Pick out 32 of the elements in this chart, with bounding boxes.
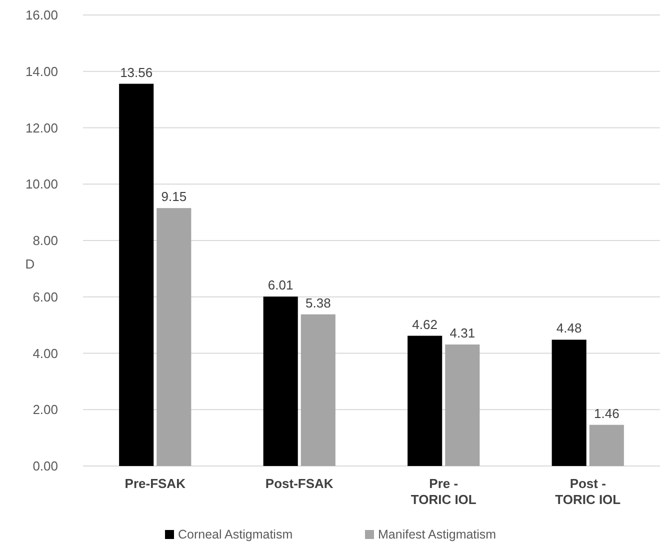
x-tick-label: Pre-FSAK [124, 476, 186, 491]
y-axis-title: D [25, 256, 35, 272]
x-tick-label: Post - TORIC IOL [555, 476, 621, 507]
y-tick-label: 6.00 [32, 289, 58, 304]
bar [408, 336, 442, 466]
y-tick-label: 8.00 [32, 233, 58, 248]
data-label: 4.31 [450, 326, 476, 341]
y-tick-label: 0.00 [32, 458, 58, 474]
y-tick-label: 14.00 [25, 64, 58, 79]
x-tick-label: Post-FSAK [265, 476, 334, 491]
data-label: 6.01 [268, 278, 294, 293]
y-tick-label: 16.00 [25, 8, 58, 23]
data-label: 4.48 [556, 320, 582, 336]
legend-label: Manifest Astigmatism [378, 528, 496, 542]
bar [263, 296, 298, 466]
data-label: 13.56 [120, 64, 153, 80]
data-label: 4.62 [412, 316, 438, 332]
y-tick-label: 4.00 [32, 346, 58, 361]
data-label: 9.15 [161, 189, 187, 204]
y-tick-label: 2.00 [32, 402, 58, 418]
data-label: 5.38 [306, 295, 331, 310]
data-label: 1.46 [594, 406, 620, 421]
legend-label: Corneal Astigmatism [178, 528, 293, 542]
bar [589, 424, 624, 466]
bar [119, 84, 154, 466]
bar [300, 314, 336, 466]
bar [445, 344, 480, 466]
y-tick-label: 12.00 [25, 120, 58, 136]
bar [552, 340, 586, 466]
bar [156, 208, 192, 466]
y-tick-label: 10.00 [25, 176, 58, 192]
x-tick-label: Pre - TORIC IOL [410, 476, 476, 507]
